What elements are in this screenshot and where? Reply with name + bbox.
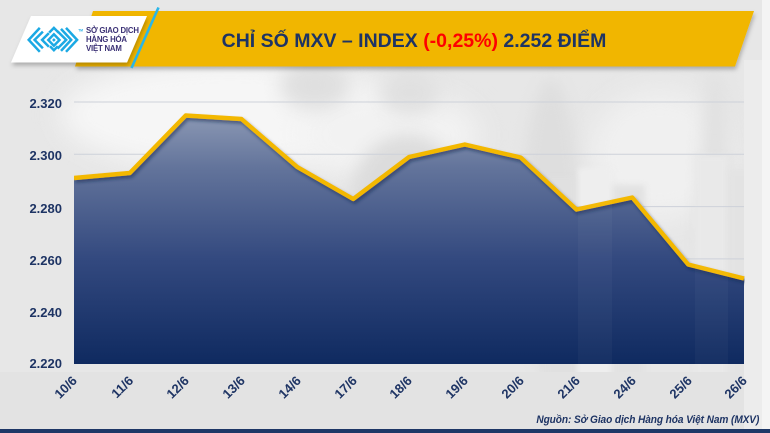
- svg-text:TM: TM: [78, 28, 83, 32]
